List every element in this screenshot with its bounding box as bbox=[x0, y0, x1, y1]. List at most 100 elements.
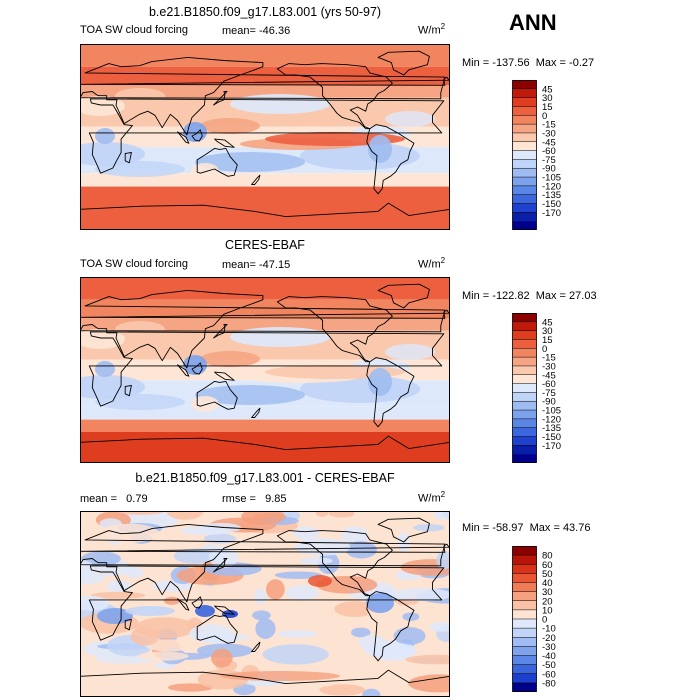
colorbar-swatch bbox=[512, 177, 537, 187]
coastline bbox=[124, 619, 132, 631]
colorbar-tick-label: 20 bbox=[542, 596, 553, 607]
coastline bbox=[214, 605, 235, 615]
coastline bbox=[213, 91, 228, 106]
colorbar-swatch bbox=[512, 383, 537, 393]
panel3-rmse: rmse = 9.85 bbox=[222, 493, 287, 505]
colorbar-swatch bbox=[512, 392, 537, 402]
colorbar-swatch bbox=[512, 159, 537, 169]
panel1-colorbar: 4530150-15-30-45-60-75-90-105-120-135-15… bbox=[512, 80, 561, 230]
colorbar-tick-label: 50 bbox=[542, 569, 553, 580]
panel2-title: CERES-EBAF bbox=[225, 238, 305, 252]
colorbar-tick-label: 30 bbox=[542, 587, 553, 598]
colorbar-swatch bbox=[512, 348, 537, 358]
colorbar-swatch bbox=[512, 600, 537, 611]
coastline bbox=[191, 596, 203, 609]
colorbar-tick-label: -45 bbox=[542, 370, 556, 381]
colorbar-swatch bbox=[512, 591, 537, 602]
colorbar-swatch bbox=[512, 445, 537, 455]
colorbar-swatch bbox=[512, 637, 537, 647]
colorbar-swatch bbox=[512, 88, 537, 98]
coastline bbox=[80, 523, 446, 603]
colorbar-tick-label: -150 bbox=[542, 199, 561, 210]
colorbar-swatch bbox=[512, 106, 537, 116]
colorbar-tick-label: 60 bbox=[542, 560, 553, 571]
colorbar-tick-label: 0 bbox=[542, 111, 547, 122]
colorbar-swatch bbox=[512, 365, 537, 376]
coastline bbox=[88, 331, 445, 407]
colorbar-swatch bbox=[512, 194, 537, 204]
coastline bbox=[366, 124, 415, 195]
colorbar-swatch bbox=[512, 115, 537, 125]
coastline bbox=[196, 380, 238, 410]
coastline bbox=[191, 129, 203, 142]
colorbar-swatch bbox=[512, 682, 537, 692]
coastline bbox=[276, 296, 393, 363]
panel2-mean: mean= -47.15 bbox=[222, 259, 291, 271]
coastline bbox=[251, 174, 261, 185]
coastline bbox=[80, 56, 446, 136]
colorbar-swatch bbox=[512, 203, 537, 213]
colorbar-swatch bbox=[512, 673, 537, 684]
panel1-units: W/m2 bbox=[418, 22, 446, 37]
colorbar-swatch bbox=[512, 628, 537, 638]
colorbar-swatch bbox=[512, 357, 537, 367]
panel3-title: b.e21.B1850.f09_g17.L83.001 - CERES-EBAF bbox=[135, 471, 395, 485]
colorbar-tick-label: 15 bbox=[542, 102, 553, 113]
coastline bbox=[196, 147, 238, 177]
colorbar-tick-label: -90 bbox=[542, 397, 556, 408]
colorbar-tick-label: -30 bbox=[542, 128, 556, 139]
panel3-minmax: Min = -58.97 Max = 43.76 bbox=[462, 522, 591, 534]
colorbar-tick-label: -105 bbox=[542, 173, 561, 184]
colorbar-tick-label: -15 bbox=[542, 120, 556, 131]
colorbar-swatch bbox=[512, 132, 537, 143]
colorbar-tick-label: -60 bbox=[542, 146, 556, 157]
coastline bbox=[177, 364, 190, 377]
coastline bbox=[88, 98, 445, 174]
colorbar-swatch bbox=[512, 454, 537, 463]
colorbar-swatch bbox=[512, 401, 537, 411]
colorbar-swatch bbox=[512, 582, 537, 592]
coastline bbox=[213, 324, 228, 339]
colorbar-tick-label: 30 bbox=[542, 326, 553, 337]
colorbar-swatch bbox=[512, 410, 537, 420]
colorbar-tick-label: 0 bbox=[542, 344, 547, 355]
colorbar-tick-label: -170 bbox=[542, 208, 561, 219]
colorbar-tick-label: -40 bbox=[542, 651, 556, 662]
colorbar-swatch bbox=[512, 546, 537, 556]
colorbar-tick-label: -120 bbox=[542, 181, 561, 192]
colorbar-swatch bbox=[512, 374, 537, 384]
coastline bbox=[251, 641, 261, 652]
panel1-mean-value: -46.36 bbox=[259, 25, 291, 37]
colorbar-tick-label: -90 bbox=[542, 164, 556, 175]
coastline bbox=[377, 283, 430, 309]
coastline bbox=[366, 357, 415, 428]
colorbar-tick-label: 0 bbox=[542, 615, 547, 626]
panel1-mean-label: mean= bbox=[222, 25, 256, 37]
panel3-map bbox=[80, 511, 450, 697]
coastline bbox=[213, 558, 228, 573]
colorbar-tick-label: 45 bbox=[542, 84, 553, 95]
colorbar-tick-label: -135 bbox=[542, 190, 561, 201]
colorbar-swatch bbox=[512, 555, 537, 565]
colorbar-swatch bbox=[512, 436, 537, 446]
colorbar-swatch bbox=[512, 655, 537, 665]
colorbar-swatch bbox=[512, 168, 537, 178]
colorbar-swatch bbox=[512, 609, 537, 620]
colorbar-tick-label: -10 bbox=[542, 624, 556, 635]
colorbar-swatch bbox=[512, 97, 537, 107]
panel1-field-label: TOA SW cloud forcing bbox=[80, 24, 189, 36]
panel1-title: b.e21.B1850.f09_g17.L83.001 (yrs 50-97) bbox=[148, 5, 382, 19]
colorbar-swatch bbox=[512, 212, 537, 222]
coastline bbox=[124, 385, 132, 397]
panel1-minmax: Min = -137.56 Max = -0.27 bbox=[462, 57, 595, 69]
colorbar-tick-label: -80 bbox=[542, 678, 556, 689]
colorbar-tick-label: -20 bbox=[542, 633, 556, 644]
coastline bbox=[191, 362, 203, 375]
colorbar-tick-label: 45 bbox=[542, 317, 553, 328]
colorbar-swatch bbox=[512, 221, 537, 230]
coastline bbox=[88, 565, 445, 641]
coastline bbox=[377, 517, 430, 543]
colorbar-swatch bbox=[512, 573, 537, 583]
colorbar-tick-label: -170 bbox=[542, 441, 561, 452]
colorbar-tick-label: -50 bbox=[542, 660, 556, 671]
